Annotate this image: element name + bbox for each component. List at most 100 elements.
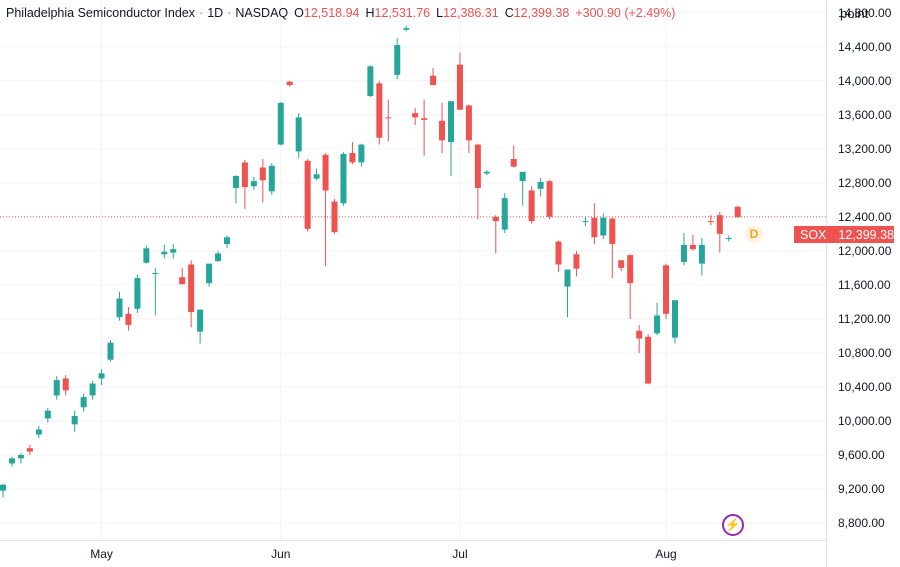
candle-body (430, 75, 437, 86)
candle-body (385, 117, 392, 119)
last-price-symbol: SOX (800, 227, 827, 242)
candle (672, 300, 678, 344)
legend-separator: · (199, 6, 204, 20)
price-axis[interactable]: 8,800.00 9,200.00 9,600.00 10,000.00 10,400.… (826, 0, 900, 540)
candle-body (456, 64, 463, 110)
candle-body (465, 105, 472, 141)
y-tick-label: 11,600.00 (838, 278, 891, 292)
candle (394, 38, 401, 80)
candle (483, 170, 490, 176)
chart-plot[interactable] (0, 0, 826, 540)
candle (698, 238, 705, 276)
candle-body (241, 162, 248, 188)
candle-body (224, 237, 230, 245)
candle (134, 274, 141, 313)
lightning-bolt-icon[interactable]: ⚡ (722, 514, 744, 536)
candle-body (250, 181, 257, 187)
y-tick-label: 13,600.00 (838, 108, 892, 122)
candle-body (71, 415, 78, 425)
candle-body (645, 336, 652, 384)
candle (645, 334, 652, 385)
candle (224, 235, 230, 249)
candle-body (707, 221, 714, 223)
candle-body (62, 378, 69, 391)
candle-body (80, 397, 87, 408)
open-label: O (294, 6, 304, 20)
y-tick-label: 8,800.00 (838, 516, 885, 530)
high-label: H (365, 6, 375, 20)
candle-body (295, 117, 302, 152)
candle-body (537, 181, 544, 189)
y-tick-label: 12,400.00 (838, 210, 892, 224)
candle-body (161, 251, 168, 255)
candle-body (394, 45, 401, 75)
series-legend[interactable]: Philadelphia Semiconductor Index · 1D · … (6, 6, 675, 20)
candle-body (716, 215, 723, 234)
candle-body (501, 198, 508, 230)
time-axis[interactable]: May Jun Jul Aug (0, 540, 826, 567)
candle-body (0, 484, 6, 491)
y-tick-label: 10,800.00 (838, 346, 892, 360)
candle (573, 250, 580, 277)
time-axis-border (0, 540, 826, 541)
candle-body (439, 120, 446, 141)
candle-body (421, 118, 428, 120)
candle-body (125, 313, 132, 325)
candle (89, 380, 96, 400)
candle-body (268, 165, 275, 192)
candle (107, 340, 114, 362)
candle (421, 99, 428, 156)
candle (349, 142, 356, 165)
candle-body (313, 174, 320, 179)
candle (232, 175, 239, 204)
last-price-value: 12,399.38 (838, 227, 894, 242)
x-tick-label: Jul (452, 547, 467, 561)
candle (456, 52, 463, 110)
candle-body (304, 160, 311, 229)
candle-body (582, 221, 589, 223)
candle-body (179, 277, 186, 285)
low-value: 12,386.31 (443, 6, 499, 20)
candle (654, 302, 661, 336)
candle (259, 159, 266, 203)
candle-body (519, 171, 526, 182)
candle (474, 143, 481, 220)
candle-body (627, 255, 634, 284)
candle (448, 101, 454, 177)
candle (277, 102, 284, 146)
candle-body (152, 272, 159, 274)
candle (53, 375, 60, 400)
candle (734, 205, 741, 219)
symbol-name[interactable]: Philadelphia Semiconductor Index (6, 6, 196, 20)
candle (340, 152, 347, 206)
candle (322, 153, 329, 267)
candle-body (448, 101, 454, 143)
candle-body (197, 309, 204, 332)
candle (35, 426, 42, 438)
candle (501, 193, 508, 234)
candle (295, 113, 302, 159)
candle-body (680, 244, 687, 262)
candle (537, 177, 544, 197)
legend-separator: · (227, 6, 232, 20)
candle-body (358, 144, 365, 163)
price-scale-unit[interactable]: point (840, 6, 869, 21)
candle-body (564, 269, 571, 287)
session-badge[interactable]: D (745, 225, 763, 243)
candle (215, 250, 222, 262)
candle (179, 267, 186, 285)
candle (663, 263, 670, 319)
candle (385, 99, 392, 142)
last-price-badge: SOX 12,399.38 (794, 226, 894, 243)
candle-body (609, 218, 616, 245)
candle-body (591, 217, 598, 238)
x-tick-label: Jun (271, 547, 290, 561)
close-value: 12,399.38 (513, 6, 570, 20)
candle (555, 240, 562, 273)
candle-body (188, 264, 195, 313)
candle (197, 309, 204, 344)
interval-label[interactable]: 1D (207, 6, 224, 20)
high-value: 12,531.76 (374, 6, 431, 20)
change-value: +300.90 (+2.49%) (575, 6, 676, 20)
